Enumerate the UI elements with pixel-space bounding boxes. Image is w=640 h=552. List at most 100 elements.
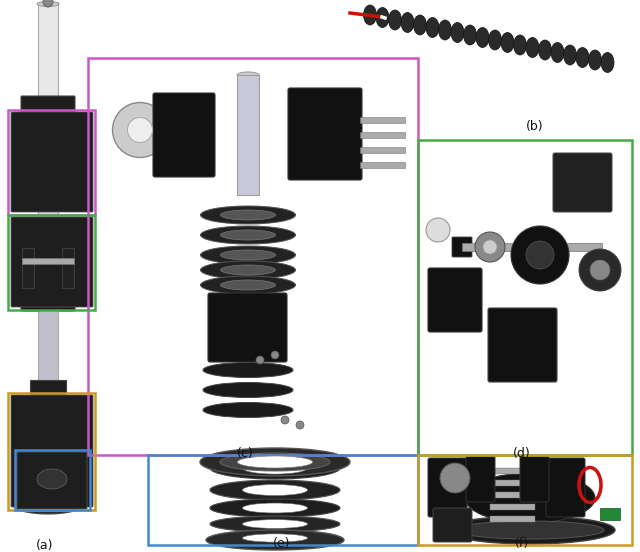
Ellipse shape <box>210 516 340 532</box>
Ellipse shape <box>438 20 451 40</box>
Bar <box>490 492 535 498</box>
Ellipse shape <box>237 456 312 468</box>
Circle shape <box>43 0 53 7</box>
FancyBboxPatch shape <box>520 456 549 502</box>
FancyBboxPatch shape <box>19 444 77 504</box>
Bar <box>148 455 418 545</box>
FancyBboxPatch shape <box>11 395 93 507</box>
Ellipse shape <box>203 402 293 417</box>
Ellipse shape <box>221 210 275 220</box>
Ellipse shape <box>513 35 527 55</box>
Bar <box>15 450 90 510</box>
FancyBboxPatch shape <box>288 88 362 180</box>
Bar <box>38 152 58 262</box>
Text: (a): (a) <box>36 539 54 552</box>
Ellipse shape <box>579 249 621 291</box>
FancyBboxPatch shape <box>428 458 467 517</box>
Bar <box>8 393 95 510</box>
Ellipse shape <box>476 28 489 47</box>
Ellipse shape <box>203 383 293 397</box>
Text: (c): (c) <box>237 447 253 460</box>
Ellipse shape <box>551 43 564 62</box>
FancyBboxPatch shape <box>17 452 87 509</box>
Bar <box>490 516 535 522</box>
Bar <box>38 2 58 97</box>
Ellipse shape <box>445 516 615 544</box>
Bar <box>418 455 632 545</box>
Ellipse shape <box>243 462 307 474</box>
Ellipse shape <box>200 246 296 264</box>
Bar <box>600 508 620 520</box>
FancyBboxPatch shape <box>428 268 482 332</box>
Ellipse shape <box>488 30 502 50</box>
Ellipse shape <box>364 5 376 25</box>
FancyBboxPatch shape <box>546 458 585 517</box>
Ellipse shape <box>243 503 307 513</box>
FancyBboxPatch shape <box>11 217 93 307</box>
Ellipse shape <box>203 363 293 378</box>
Ellipse shape <box>206 530 344 550</box>
Bar <box>462 243 602 251</box>
Bar <box>490 468 535 474</box>
Ellipse shape <box>221 230 275 240</box>
Ellipse shape <box>200 448 350 476</box>
Ellipse shape <box>590 260 610 280</box>
Ellipse shape <box>456 521 604 539</box>
Ellipse shape <box>127 118 152 142</box>
FancyBboxPatch shape <box>21 96 75 153</box>
FancyBboxPatch shape <box>21 261 75 311</box>
Ellipse shape <box>200 261 296 279</box>
Text: (b): (b) <box>526 120 544 133</box>
Bar <box>38 310 58 390</box>
Bar <box>8 110 95 215</box>
Bar <box>360 147 405 153</box>
Circle shape <box>296 421 304 429</box>
Bar <box>22 258 74 264</box>
Bar <box>30 380 66 445</box>
Ellipse shape <box>243 519 307 528</box>
Text: (f): (f) <box>515 537 529 550</box>
Bar <box>62 248 74 288</box>
FancyBboxPatch shape <box>433 508 472 542</box>
Ellipse shape <box>589 50 602 70</box>
Ellipse shape <box>563 45 577 65</box>
Ellipse shape <box>526 38 539 57</box>
Ellipse shape <box>13 496 83 514</box>
Circle shape <box>426 218 450 242</box>
Ellipse shape <box>37 469 67 489</box>
FancyBboxPatch shape <box>553 153 612 212</box>
Bar <box>418 140 632 455</box>
Ellipse shape <box>526 241 554 269</box>
Ellipse shape <box>210 530 340 545</box>
FancyBboxPatch shape <box>488 308 557 382</box>
Text: (e): (e) <box>273 537 291 550</box>
Ellipse shape <box>220 453 330 471</box>
Ellipse shape <box>221 250 275 260</box>
Ellipse shape <box>200 226 296 244</box>
Ellipse shape <box>210 480 340 500</box>
Bar <box>360 162 405 168</box>
Ellipse shape <box>483 240 497 254</box>
Ellipse shape <box>237 72 259 78</box>
FancyBboxPatch shape <box>452 237 472 257</box>
Ellipse shape <box>388 10 401 30</box>
Bar <box>8 215 95 310</box>
Ellipse shape <box>501 33 514 52</box>
Bar <box>22 248 34 288</box>
Ellipse shape <box>401 13 414 33</box>
Ellipse shape <box>426 18 439 38</box>
Ellipse shape <box>511 226 569 284</box>
Ellipse shape <box>210 457 340 479</box>
FancyBboxPatch shape <box>208 293 287 362</box>
Ellipse shape <box>243 534 307 542</box>
Ellipse shape <box>413 15 426 35</box>
Bar <box>237 75 259 195</box>
Bar <box>490 480 535 486</box>
Ellipse shape <box>440 463 470 493</box>
Ellipse shape <box>576 47 589 67</box>
Ellipse shape <box>221 280 275 290</box>
Bar <box>360 132 405 138</box>
Text: (d): (d) <box>513 447 531 460</box>
FancyBboxPatch shape <box>153 93 215 177</box>
Ellipse shape <box>210 499 340 517</box>
